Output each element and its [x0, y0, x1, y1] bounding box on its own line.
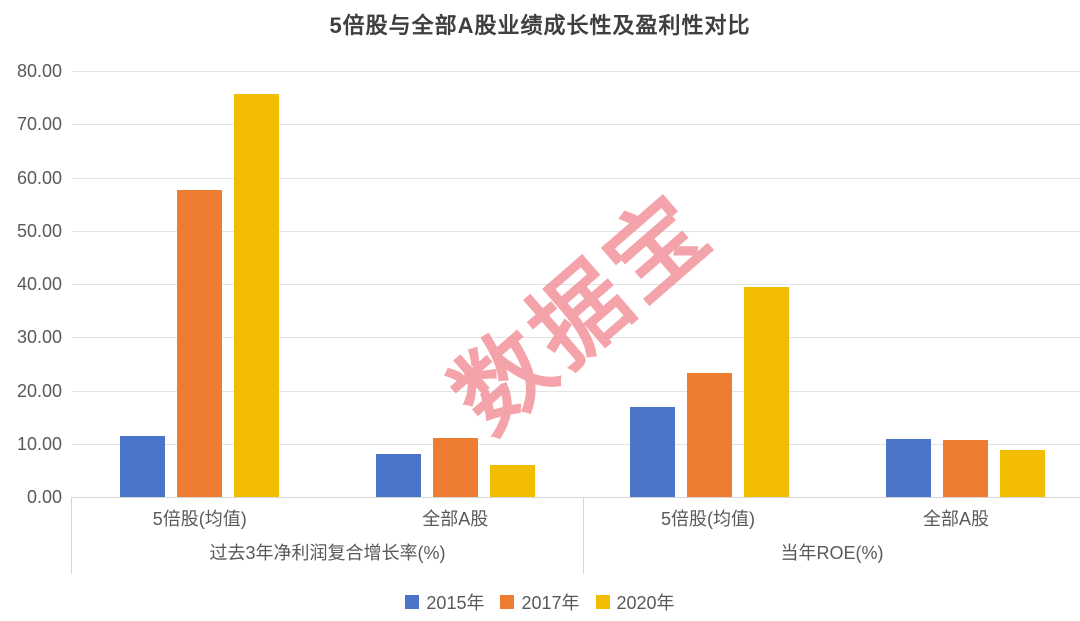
gridline [72, 124, 1080, 126]
gridline [72, 337, 1080, 339]
bar-series0-cluster1 [376, 453, 421, 497]
legend: 2015年 2017年 2020年 [0, 589, 1080, 615]
category-row: 5倍股(均值) 全部A股 [72, 498, 583, 537]
bar-series0-cluster3 [886, 439, 931, 497]
legend-swatch [595, 595, 610, 609]
category-label: 5倍股(均值) [152, 508, 247, 529]
legend-item-2: 2020年 [595, 589, 675, 615]
y-axis-tick-label: 30.00 [16, 327, 62, 348]
legend-label: 2017年 [521, 593, 580, 613]
bar-series1-cluster2 [687, 372, 732, 497]
bar-series1-cluster1 [433, 437, 478, 497]
bar-series2-cluster1 [490, 465, 535, 497]
gridline [72, 390, 1080, 392]
axis-group-1: 5倍股(均值) 全部A股当年ROE(%) [583, 498, 1080, 574]
y-axis-tick-label: 60.00 [16, 167, 62, 188]
legend-label: 2020年 [616, 593, 675, 613]
legend-item-0: 2015年 [405, 589, 484, 615]
bar-series2-cluster2 [744, 287, 789, 497]
y-axis-tick-label: 40.00 [16, 274, 62, 294]
legend-swatch [500, 595, 515, 609]
gridline [72, 230, 1080, 232]
chart-title: 5倍股与全部A股业绩成长性及盈利性对比 [329, 13, 751, 38]
bar-series2-cluster3 [1000, 449, 1045, 497]
category-row: 5倍股(均值) 全部A股 [584, 498, 1080, 537]
plot-area: 数据宝 [72, 71, 1080, 497]
bar-series0-cluster2 [630, 406, 675, 497]
group-label: 过去3年净利润复合增长率(%) [209, 543, 446, 563]
legend-item-1: 2017年 [500, 589, 580, 615]
category-label: 全部A股 [422, 508, 489, 529]
gridline [72, 177, 1080, 179]
y-axis: 80.00 70.00 60.00 50.00 40.00 30.00 20.00 10.00… [0, 0, 62, 621]
bar-series1-cluster0 [177, 189, 222, 497]
bar-series2-cluster0 [234, 93, 279, 497]
gridline [72, 284, 1080, 285]
legend-label: 2015年 [426, 593, 485, 613]
y-axis-tick-label: 50.00 [16, 220, 62, 241]
bar-series0-cluster0 [120, 436, 165, 497]
category-label: 全部A股 [922, 508, 989, 529]
y-axis-tick-label: 70.00 [16, 114, 62, 135]
bar-series1-cluster3 [943, 440, 988, 497]
category-label: 5倍股(均值) [661, 508, 755, 529]
category-axis: 5倍股(均值) 全部A股过去3年净利润复合增长率(%) 5倍股(均值) 全部A股当年R… [71, 497, 1080, 574]
legend-swatch [405, 595, 420, 609]
gridline [72, 71, 1080, 72]
axis-group-0: 5倍股(均值) 全部A股过去3年净利润复合增长率(%) [71, 498, 583, 574]
gridline [72, 443, 1080, 445]
y-axis-tick-label: 20.00 [16, 380, 62, 401]
y-axis-tick-label: 10.00 [16, 433, 62, 454]
y-axis-tick-label: 0.00 [26, 487, 62, 507]
group-label: 当年ROE(%) [780, 543, 884, 563]
y-axis-tick-label: 80.00 [16, 61, 62, 81]
